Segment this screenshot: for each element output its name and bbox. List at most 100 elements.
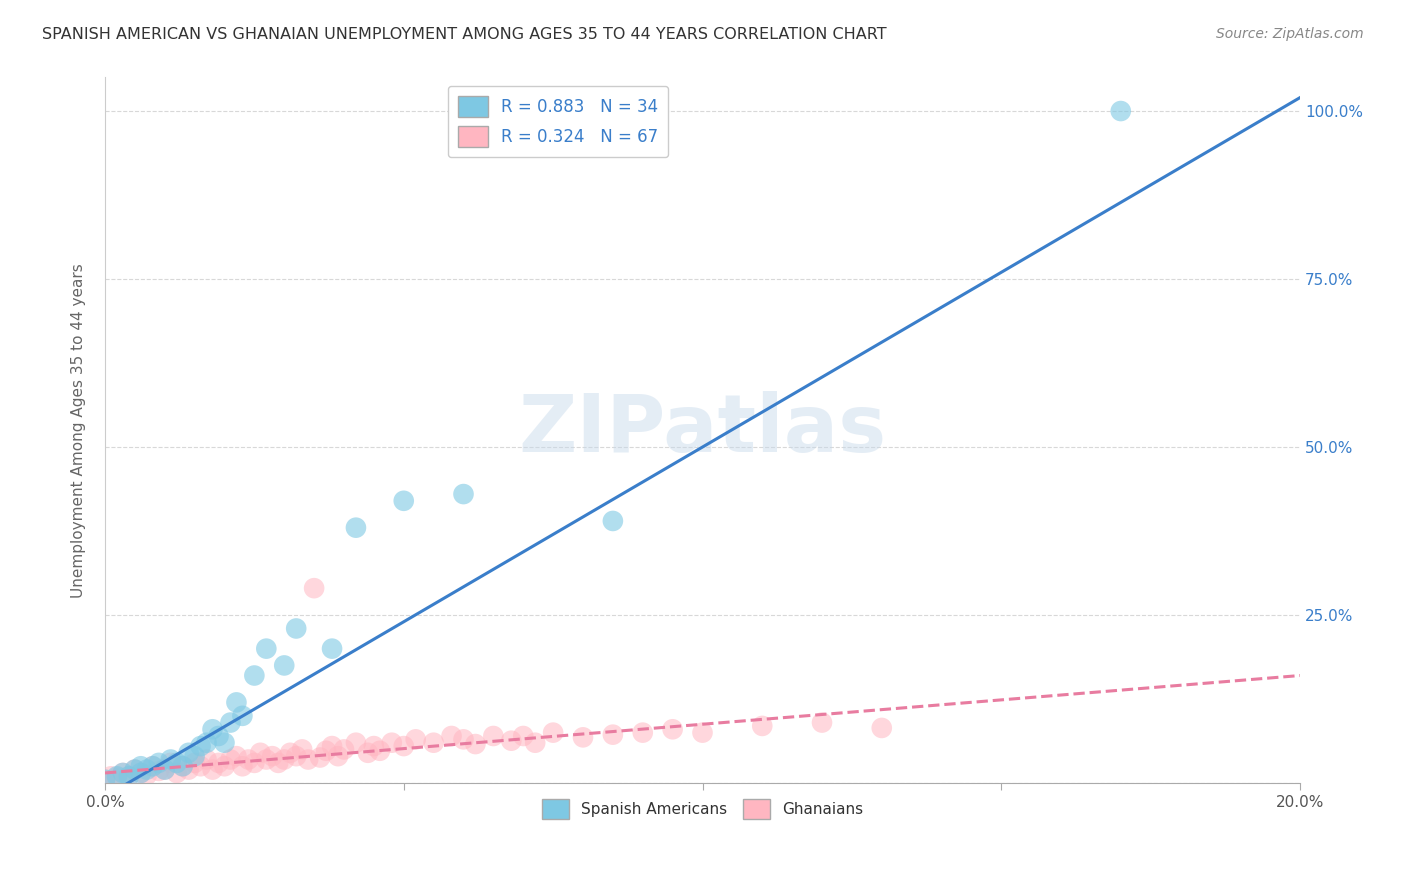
Point	[243, 756, 266, 770]
Point	[105, 771, 128, 785]
Point	[166, 766, 188, 780]
Point	[159, 756, 181, 770]
Point	[344, 521, 367, 535]
Point	[464, 737, 486, 751]
Point	[661, 723, 683, 737]
Point	[190, 759, 212, 773]
Point	[219, 715, 242, 730]
Point	[94, 772, 117, 787]
Point	[501, 733, 523, 747]
Point	[249, 746, 271, 760]
Point	[368, 744, 391, 758]
Point	[326, 749, 349, 764]
Point	[321, 641, 343, 656]
Point	[309, 750, 332, 764]
Text: Source: ZipAtlas.com: Source: ZipAtlas.com	[1216, 27, 1364, 41]
Point	[254, 641, 277, 656]
Point	[572, 731, 595, 745]
Point	[183, 756, 205, 770]
Point	[811, 715, 834, 730]
Point	[453, 732, 475, 747]
Point	[195, 752, 218, 766]
Point	[392, 493, 415, 508]
Point	[1109, 103, 1132, 118]
Point	[195, 736, 218, 750]
Point	[291, 742, 314, 756]
Point	[135, 768, 157, 782]
Point	[105, 769, 128, 783]
Point	[214, 759, 236, 773]
Point	[363, 739, 385, 753]
Point	[243, 668, 266, 682]
Point	[166, 756, 188, 770]
Point	[219, 752, 242, 766]
Point	[357, 746, 380, 760]
Point	[207, 729, 229, 743]
Point	[482, 729, 505, 743]
Point	[111, 766, 134, 780]
Point	[159, 752, 181, 766]
Point	[148, 764, 170, 778]
Point	[129, 766, 152, 780]
Point	[267, 756, 290, 770]
Point	[207, 756, 229, 770]
Point	[100, 769, 122, 783]
Point	[512, 729, 534, 743]
Point	[692, 725, 714, 739]
Point	[333, 742, 356, 756]
Point	[118, 769, 141, 783]
Point	[111, 766, 134, 780]
Point	[278, 746, 301, 760]
Point	[190, 739, 212, 753]
Point	[405, 732, 427, 747]
Point	[231, 709, 253, 723]
Point	[201, 723, 224, 737]
Point	[231, 759, 253, 773]
Point	[129, 759, 152, 773]
Point	[172, 759, 194, 773]
Point	[631, 725, 654, 739]
Point	[297, 752, 319, 766]
Point	[315, 744, 337, 758]
Y-axis label: Unemployment Among Ages 35 to 44 years: Unemployment Among Ages 35 to 44 years	[72, 263, 86, 598]
Point	[225, 749, 247, 764]
Text: SPANISH AMERICAN VS GHANAIAN UNEMPLOYMENT AMONG AGES 35 TO 44 YEARS CORRELATION : SPANISH AMERICAN VS GHANAIAN UNEMPLOYMEN…	[42, 27, 887, 42]
Point	[254, 752, 277, 766]
Point	[285, 749, 308, 764]
Point	[135, 763, 157, 777]
Point	[214, 736, 236, 750]
Point	[392, 739, 415, 753]
Point	[172, 759, 194, 773]
Point	[142, 759, 165, 773]
Point	[602, 514, 624, 528]
Point	[129, 766, 152, 780]
Point	[124, 763, 146, 777]
Point	[118, 769, 141, 783]
Point	[142, 759, 165, 773]
Text: ZIPatlas: ZIPatlas	[519, 392, 887, 469]
Point	[148, 756, 170, 770]
Point	[201, 763, 224, 777]
Point	[225, 695, 247, 709]
Point	[153, 763, 176, 777]
Point	[94, 772, 117, 787]
Point	[541, 725, 564, 739]
Point	[381, 736, 404, 750]
Legend: Spanish Americans, Ghanaians: Spanish Americans, Ghanaians	[536, 793, 869, 825]
Point	[602, 728, 624, 742]
Point	[302, 581, 325, 595]
Point	[183, 749, 205, 764]
Point	[177, 763, 200, 777]
Point	[440, 729, 463, 743]
Point	[273, 658, 295, 673]
Point	[262, 749, 284, 764]
Point	[153, 763, 176, 777]
Point	[177, 746, 200, 760]
Point	[422, 736, 444, 750]
Point	[524, 736, 547, 750]
Point	[285, 622, 308, 636]
Point	[344, 736, 367, 750]
Point	[321, 739, 343, 753]
Point	[238, 752, 260, 766]
Point	[453, 487, 475, 501]
